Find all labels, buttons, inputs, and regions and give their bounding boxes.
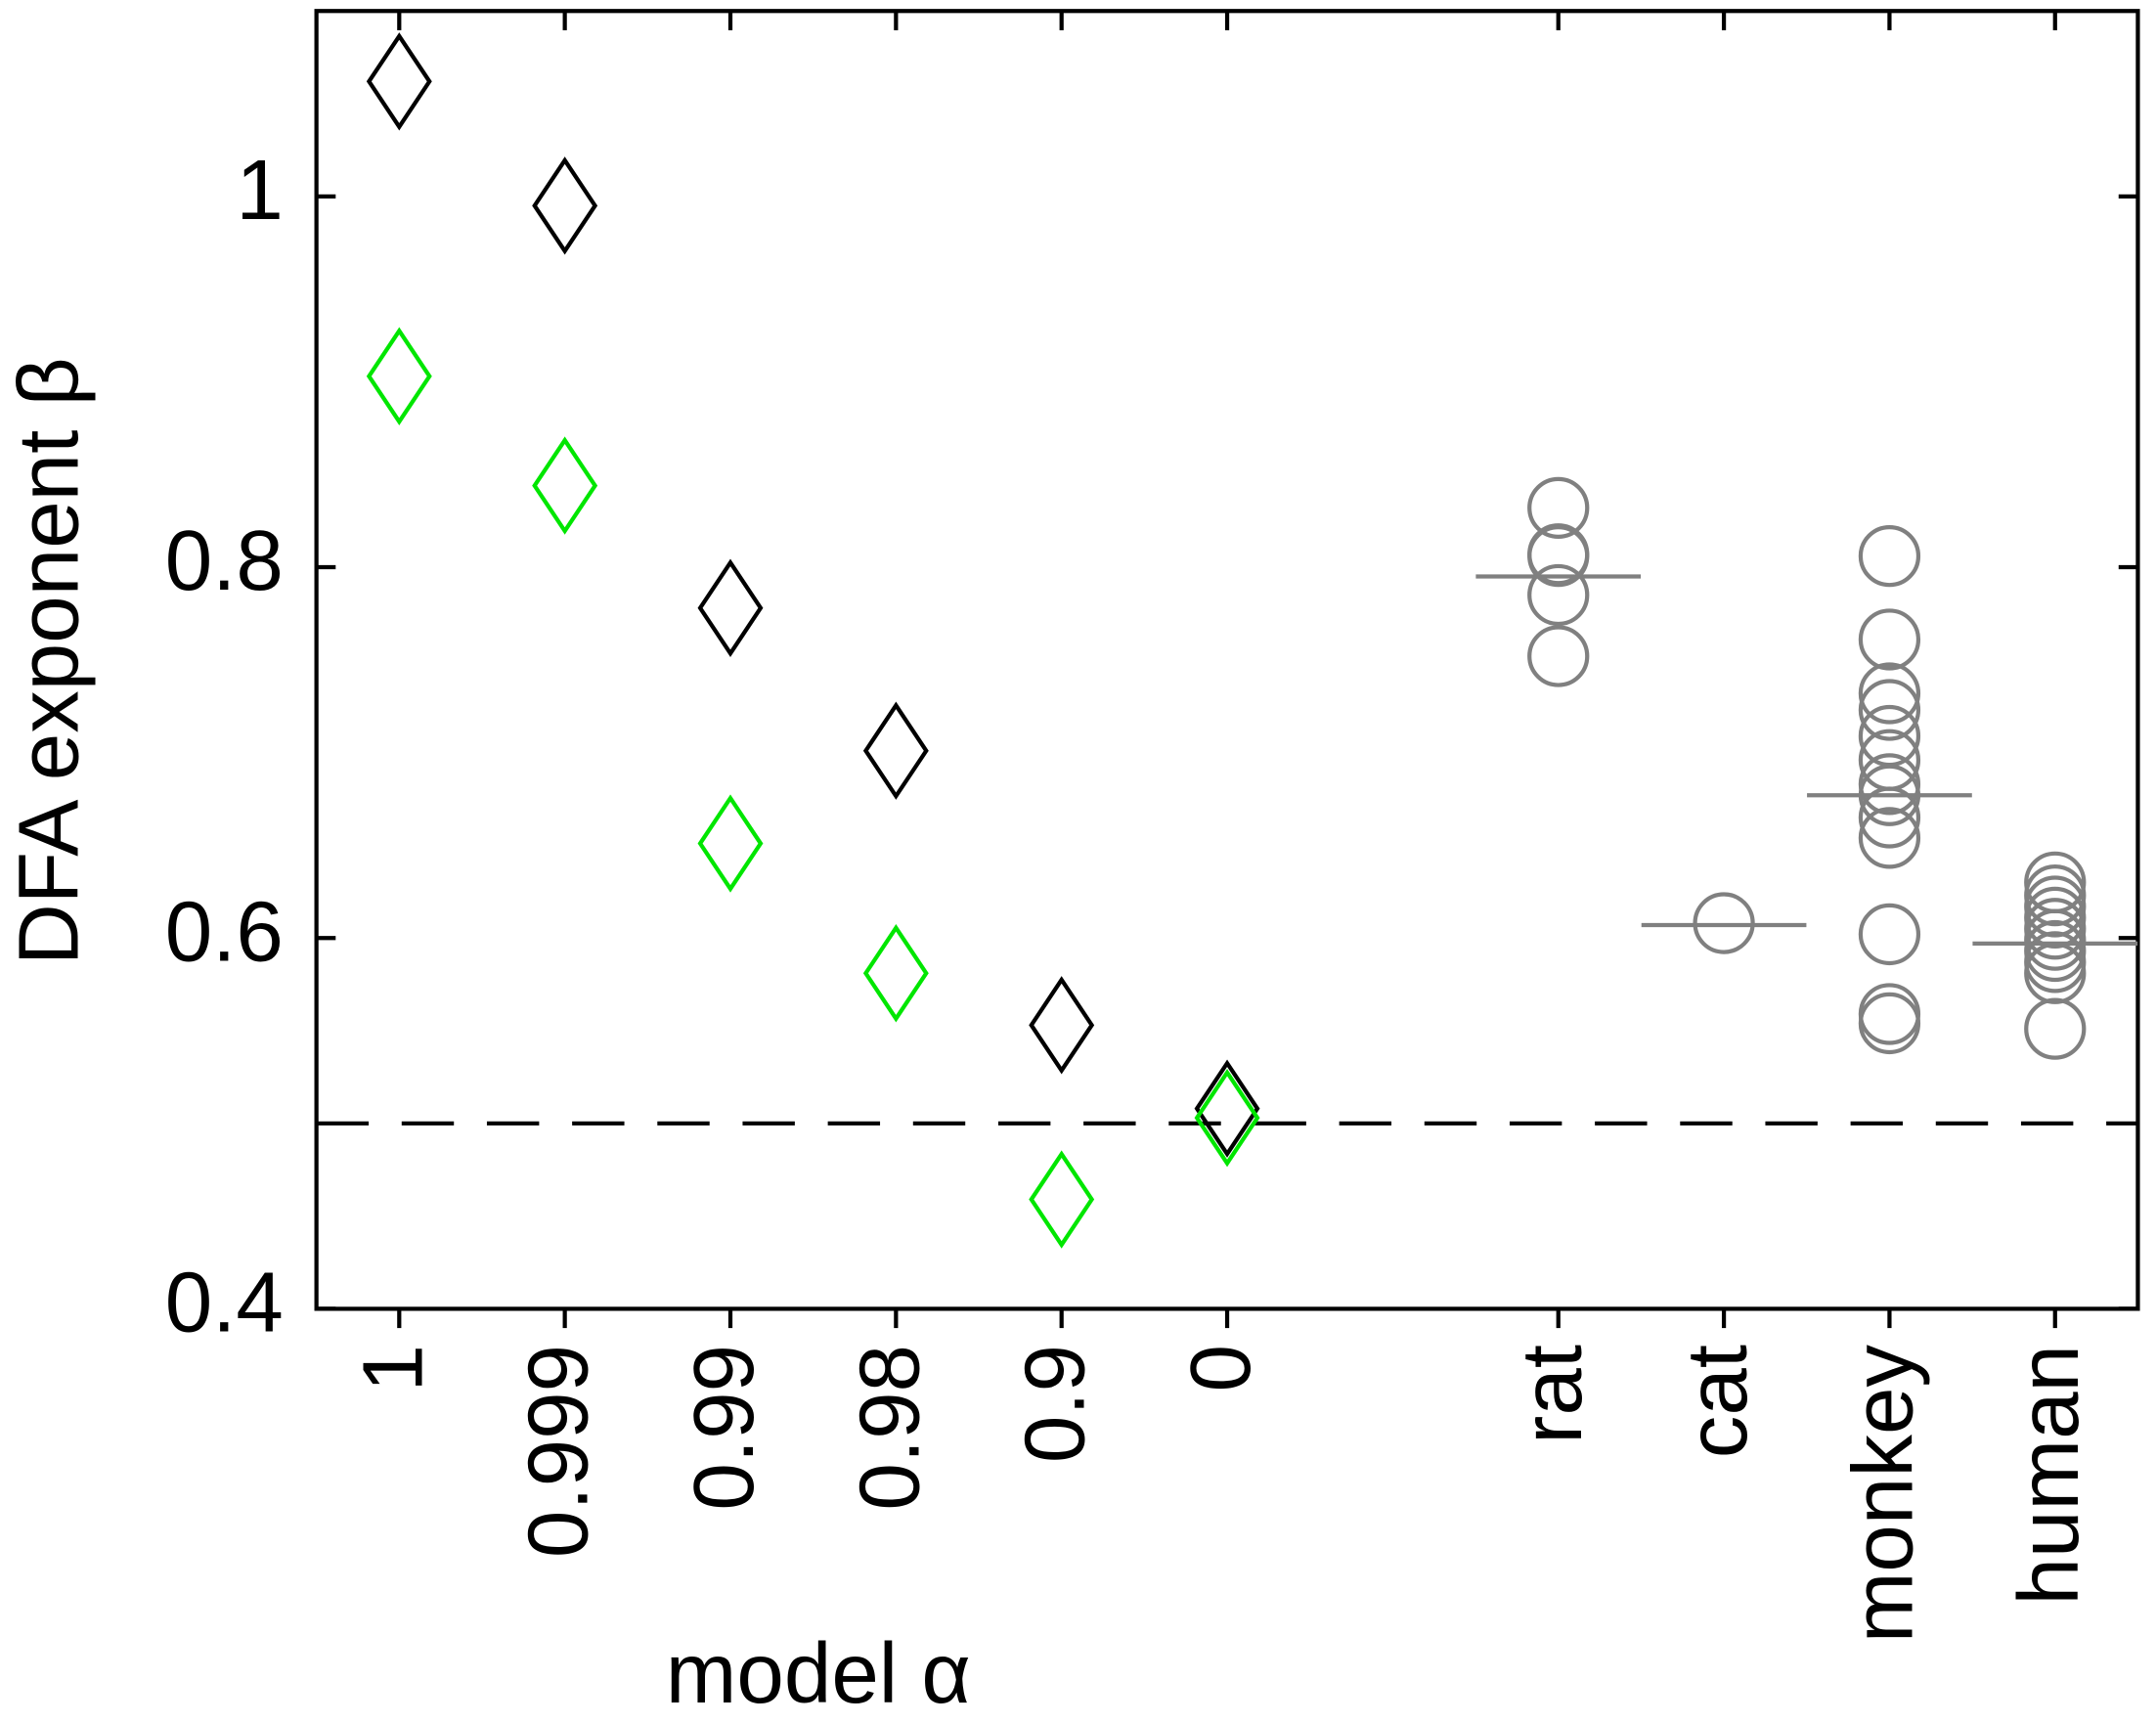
diamond-marker: [1194, 1068, 1260, 1168]
diamond-marker: [1194, 1059, 1260, 1158]
circle-marker: [1527, 525, 1590, 588]
diamond-marker: [532, 156, 598, 255]
circle-marker: [1858, 807, 1921, 869]
circle-marker: [2024, 919, 2087, 983]
y-tick-label: 0.4: [165, 1255, 284, 1349]
x-tick-label: 0.98: [842, 1345, 937, 1511]
circle-marker: [2024, 997, 2087, 1060]
x-tick-label: 0.999: [511, 1345, 606, 1558]
diamond-marker: [366, 327, 432, 425]
x-tick-label: 0.99: [677, 1345, 771, 1511]
x-tick-label: 0: [1173, 1345, 1268, 1392]
circle-marker: [1858, 679, 1921, 741]
diamond-marker: [1029, 1150, 1095, 1249]
diamond-marker: [697, 794, 764, 893]
circle-marker: [2024, 863, 2087, 927]
x-tick-label: 1: [345, 1345, 440, 1392]
diamond-marker: [862, 924, 929, 1023]
y-tick-label: 0.8: [165, 513, 284, 608]
diamond-marker: [697, 558, 764, 657]
diamond-marker: [366, 32, 432, 131]
circle-marker: [1527, 625, 1590, 687]
diamond-marker: [862, 701, 929, 800]
circle-marker: [1527, 476, 1590, 539]
y-tick-label: 0.6: [165, 884, 284, 979]
plot-frame: [314, 9, 2140, 1311]
x-tick-label: monkey: [1835, 1345, 1930, 1644]
y-tick-label: 1: [236, 143, 283, 238]
diamond-marker: [532, 436, 598, 535]
circle-marker: [2024, 908, 2087, 971]
circle-marker: [2024, 898, 2087, 960]
circle-marker: [2024, 931, 2087, 994]
circle-marker: [2024, 851, 2087, 913]
circle-marker: [1858, 662, 1921, 725]
circle-marker: [1858, 525, 1921, 588]
circle-marker: [2024, 886, 2087, 950]
diamond-marker: [1029, 976, 1095, 1075]
circle-marker: [1858, 903, 1921, 966]
circle-marker: [1527, 563, 1590, 627]
x-tick-label: 0.9: [1008, 1345, 1103, 1463]
x-tick-label: human: [2002, 1345, 2096, 1606]
circle-marker: [1858, 992, 1921, 1055]
circle-marker: [2024, 875, 2087, 938]
circle-marker: [1858, 608, 1921, 671]
circle-marker: [1858, 786, 1921, 849]
y-axis-label: DFA exponent β: [2, 357, 97, 965]
x-tick-label: cat: [1670, 1345, 1765, 1458]
x-axis-label: model α: [666, 1626, 971, 1721]
circle-marker: [1858, 753, 1921, 816]
x-tick-label: rat: [1505, 1345, 1600, 1444]
